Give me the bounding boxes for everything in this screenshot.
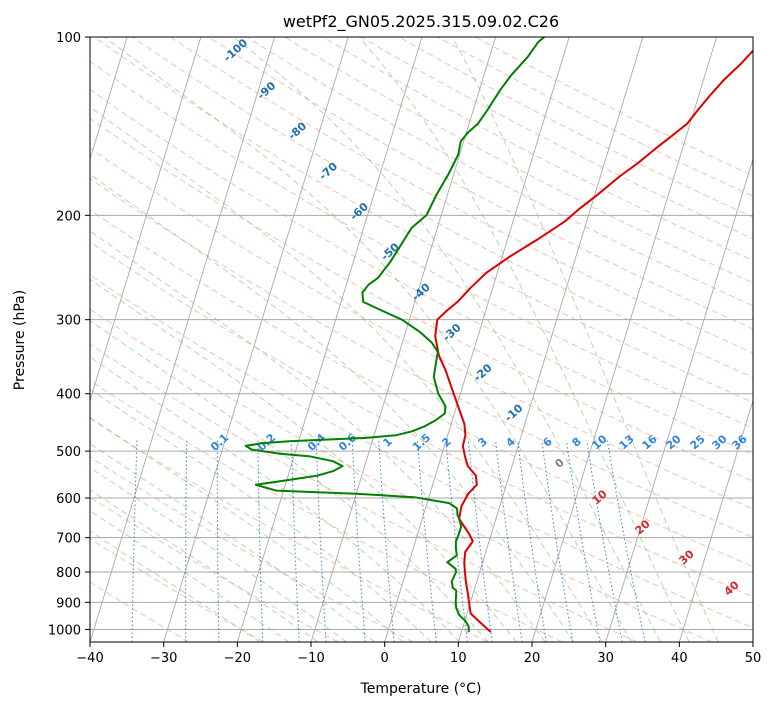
isotherm-line xyxy=(90,37,202,403)
dry-adiabat-line xyxy=(90,308,712,642)
mixing-ratio-line xyxy=(257,440,264,642)
x-axis-label: Temperature (°C) xyxy=(360,681,482,697)
dewpoint-trace xyxy=(244,37,545,633)
y-tick-label: 700 xyxy=(56,532,81,547)
dry-adiabat-line xyxy=(90,209,753,568)
x-tick-label: 10 xyxy=(450,651,467,666)
moist-adiabat-line xyxy=(90,489,319,642)
y-tick-label: 400 xyxy=(56,388,81,403)
dry-adiabat-line xyxy=(90,380,563,642)
isotherm-line xyxy=(384,37,570,642)
x-tick-label: 50 xyxy=(745,651,762,666)
dry-adiabat-line xyxy=(475,37,753,177)
dry-adiabat-line xyxy=(360,37,753,240)
x-tick-label: −40 xyxy=(76,651,103,666)
moist-adiabat-line xyxy=(233,37,661,642)
x-tick-label: 40 xyxy=(671,651,688,666)
dry-adiabat-line xyxy=(90,274,753,629)
dry-adiabat-line xyxy=(90,496,339,642)
isotherm-line xyxy=(531,37,718,642)
moist-adiabat-line xyxy=(451,37,719,642)
isotherm-line xyxy=(605,157,753,642)
mixing-ratio-line xyxy=(378,440,395,642)
x-tick-label: 30 xyxy=(597,651,614,666)
dry-adiabat-line xyxy=(399,37,753,218)
dry-adiabat-line xyxy=(284,37,753,284)
moist-adiabat-line xyxy=(90,106,603,642)
moist-adiabat-line xyxy=(104,37,632,642)
mixing-ratio-line xyxy=(315,440,327,642)
moist-adiabat-line xyxy=(358,37,690,642)
dry-adiabat-line xyxy=(90,117,753,482)
isotherm-line xyxy=(236,37,423,642)
y-tick-label: 300 xyxy=(56,314,81,329)
dry-adiabat-line xyxy=(94,37,753,403)
moist-adiabat-line xyxy=(90,320,489,642)
isotherm-line xyxy=(678,399,753,642)
dry-adiabat-line xyxy=(90,60,753,429)
y-tick-label: 600 xyxy=(56,492,81,507)
isotherm-line xyxy=(90,37,128,161)
dry-adiabat-line xyxy=(437,37,753,197)
y-tick-label: 900 xyxy=(56,596,81,611)
moist-adiabat-line xyxy=(90,230,546,642)
x-tick-label: −10 xyxy=(297,651,324,666)
temperature-trace xyxy=(434,49,753,633)
plot-frame xyxy=(89,36,754,643)
x-tick-label: 0 xyxy=(381,651,389,666)
chart-title: wetPf2_GN05.2025.315.09.02.C26 xyxy=(283,12,559,32)
dry-adiabat-line xyxy=(132,37,753,378)
plot-area: -100-90-80-70-60-50-40-30-20-100.1 0.2 0.4… xyxy=(90,37,753,642)
y-tick-label: 1000 xyxy=(48,623,81,638)
y-tick-label: 500 xyxy=(56,445,81,460)
y-tick-label: 200 xyxy=(56,209,81,224)
y-tick-label: 100 xyxy=(56,31,81,46)
mixing-ratio-line xyxy=(291,440,300,642)
y-tick-label: 800 xyxy=(56,566,81,581)
dry-adiabat-line xyxy=(322,37,753,262)
dry-adiabat-line xyxy=(90,456,414,642)
moist-adiabats xyxy=(90,37,719,642)
dry-adiabat-line xyxy=(90,343,638,642)
x-tick-label: −30 xyxy=(150,651,177,666)
moist-adiabat-line xyxy=(90,417,404,642)
x-tick-label: −20 xyxy=(224,651,251,666)
moist-adiabat-line xyxy=(90,173,575,642)
dry-adiabats xyxy=(90,37,753,642)
dry-adiabat-line xyxy=(90,241,753,598)
x-tick-label: 20 xyxy=(524,651,541,666)
mixing-ratio-line xyxy=(216,440,220,642)
mixing-ratio-line xyxy=(131,440,138,642)
dry-adiabat-line xyxy=(246,37,753,307)
mixing-ratio-line xyxy=(467,440,493,642)
y-axis-ticks: 100 200 300 400 500 600 700 800 900 1000 xyxy=(48,31,90,638)
x-axis-ticks: −40 −30 −20 −10 0 10 20 30 40 50 xyxy=(76,642,761,666)
moist-adiabat-line xyxy=(90,466,347,642)
sounding-traces xyxy=(244,37,753,633)
y-axis-label: Pressure (hPa) xyxy=(12,290,28,390)
isotherm-line xyxy=(90,37,276,642)
mixing-ratio-line xyxy=(495,440,523,642)
isotherm-line xyxy=(457,37,644,642)
dry-adiabat-line xyxy=(170,37,753,354)
mixing-ratio-lines xyxy=(90,440,646,642)
isotherm-line xyxy=(163,37,349,642)
mixing-ratio-line xyxy=(351,440,366,642)
mixing-ratio-line xyxy=(416,440,437,642)
mixing-ratio-line xyxy=(185,440,188,642)
moist-adiabat-line xyxy=(90,388,432,642)
moist-adiabat-line xyxy=(90,510,290,642)
moist-adiabat-line xyxy=(90,278,517,642)
